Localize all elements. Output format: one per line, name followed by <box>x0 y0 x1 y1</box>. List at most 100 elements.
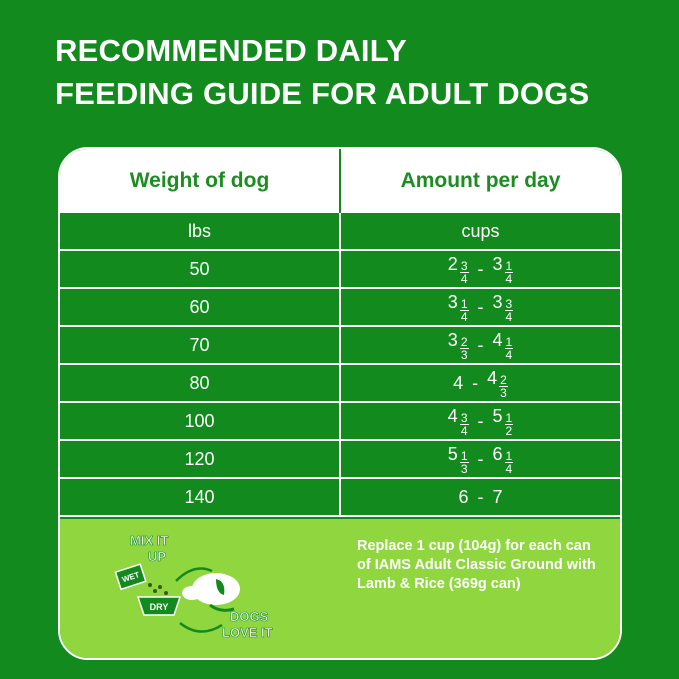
denominator: 4 <box>460 271 468 286</box>
numerator: 1 <box>504 448 514 463</box>
whole-number: 3 <box>492 253 503 274</box>
amount: 7 <box>493 487 503 508</box>
whole-number: 6 <box>492 443 503 464</box>
table-row: 50 2 3 4-3 1 4 <box>60 251 620 289</box>
whole-number: 4 <box>487 367 498 388</box>
header-cell: Amount per day <box>400 169 561 192</box>
table-row: 60 3 1 4-3 3 4 <box>60 289 620 327</box>
weight-cell: 140 <box>60 479 341 515</box>
whole-number: 6 <box>458 486 469 507</box>
whole-number: 4 <box>447 405 458 426</box>
numerator: 3 <box>504 296 514 311</box>
mix-illustration: MIX IT UP WET DRY DOGS LOVE IT <box>114 533 273 640</box>
numerator: 3 <box>459 410 469 425</box>
unit-cell: lbs <box>60 213 341 249</box>
footer: MIX IT UP WET DRY DOGS LOVE IT Replace 1… <box>60 519 620 658</box>
table-row: 80 4-4 2 3 <box>60 365 620 403</box>
header-cell: Weight of dog <box>60 149 341 213</box>
whole-number: 5 <box>492 405 503 426</box>
table-row: 140 6-7 <box>60 479 620 517</box>
wet-can: WET <box>114 563 147 591</box>
denominator: 4 <box>505 271 513 286</box>
badge-text: DOGS <box>230 609 269 624</box>
whole-number: 4 <box>453 372 464 393</box>
weight-cell: 60 <box>60 289 341 325</box>
title-line: RECOMMENDED DAILY <box>55 33 407 68</box>
denominator: 4 <box>460 423 468 438</box>
denominator: 2 <box>505 423 513 438</box>
badge-text: UP <box>148 549 166 564</box>
numerator: 1 <box>504 410 514 425</box>
numerator: 1 <box>504 258 514 273</box>
table-body: 50 2 3 4-3 1 4 60 3 1 4-3 3 4 70 3 2 3-4 1 4 80 4-4 2 3 100 4 3 4… <box>60 251 620 517</box>
whole-number: 3 <box>492 291 503 312</box>
weight-cell: 70 <box>60 327 341 363</box>
numerator: 3 <box>459 258 469 273</box>
feeding-table: Weight of dog Amount per day lbs cups 50… <box>58 147 622 660</box>
range-separator: - <box>477 258 484 279</box>
numerator: 2 <box>459 334 469 349</box>
range-separator: - <box>477 486 484 507</box>
badge-text: MIX IT <box>130 533 168 548</box>
table-row: 100 4 3 4-5 1 2 <box>60 403 620 441</box>
units-row: lbs cups <box>60 213 620 251</box>
weight-cell: 120 <box>60 441 341 477</box>
numerator: 2 <box>499 372 508 387</box>
weight-cell: 100 <box>60 403 341 439</box>
numerator: 1 <box>504 334 514 349</box>
whole-number: 4 <box>492 329 503 350</box>
range-separator: - <box>477 296 484 317</box>
range-separator: - <box>477 410 484 431</box>
dog-head <box>192 573 240 605</box>
badge-text: LOVE IT <box>222 625 273 640</box>
whole-number: 3 <box>447 291 458 312</box>
denominator: 4 <box>505 461 513 476</box>
numerator: 1 <box>459 448 469 463</box>
denominator: 3 <box>500 385 507 400</box>
numerator: 1 <box>459 296 469 311</box>
table-row: 70 3 2 3-4 1 4 <box>60 327 620 365</box>
denominator: 3 <box>460 347 468 362</box>
whole-number: 2 <box>447 253 458 274</box>
whole-number: 7 <box>492 486 503 507</box>
title-line: FEEDING GUIDE FOR ADULT DOGS <box>55 76 590 111</box>
range-separator: - <box>472 372 479 393</box>
whole-number: 5 <box>447 443 458 464</box>
bowl <box>136 596 182 616</box>
table-row: 120 5 1 3-6 1 4 <box>60 441 620 479</box>
amount: 6 <box>458 487 468 508</box>
amount: 4 <box>453 373 463 394</box>
whole-number: 3 <box>447 329 458 350</box>
bowl-label: DRY <box>150 602 169 612</box>
range-separator: - <box>477 334 484 355</box>
denominator: 4 <box>505 309 513 324</box>
weight-cell: 50 <box>60 251 341 287</box>
footer-note: Replace 1 cup (104g) for each can of IAM… <box>357 538 596 592</box>
